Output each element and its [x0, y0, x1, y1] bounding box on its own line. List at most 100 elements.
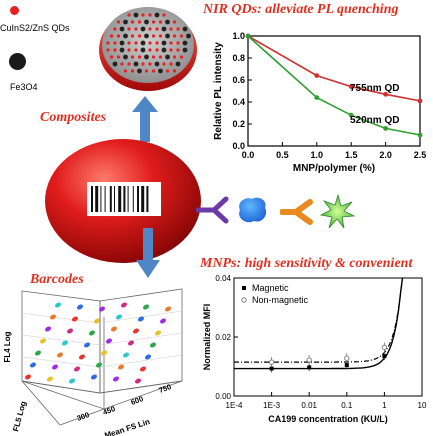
qd-dot: [137, 20, 142, 24]
qd-dot: [116, 20, 121, 24]
mfi-y-tick: 0.02: [215, 333, 231, 342]
mfi-point-non-magnetic: [344, 355, 350, 361]
barcode-icon: [87, 182, 161, 216]
cyto-cluster-dot: [106, 338, 112, 344]
fe3o4-dot: [158, 68, 163, 74]
pl-y-tick: 0.6: [232, 75, 245, 85]
qd-dot: [141, 62, 145, 66]
cyto-cluster-dot: [99, 306, 105, 312]
cyto-cluster-dot: [155, 330, 161, 336]
mfi-legend-nonmag-marker: [241, 297, 247, 303]
fe3o4-dot: [119, 47, 125, 53]
qd-dot: [116, 34, 121, 38]
fe3o4-dot: [165, 19, 170, 25]
cyto-cluster-dot: [74, 366, 80, 372]
qd-dot: [134, 27, 138, 31]
fe3o4-dot: [154, 12, 160, 18]
qd-dot: [151, 69, 156, 73]
cyto-cluster-dot: [69, 378, 75, 384]
legend-qd-dot: [10, 6, 19, 15]
qd-dot: [127, 62, 131, 66]
legend-fe-dot: [9, 53, 26, 70]
qd-dot: [169, 41, 173, 45]
qd-dot: [127, 48, 131, 52]
pl-data-point: [383, 91, 388, 97]
mfi-x-label: CA199 concentration (KU/L): [268, 414, 388, 424]
qd-dot: [127, 13, 131, 17]
pl-x-tick: 1.0: [311, 150, 324, 160]
pl-data-point: [417, 132, 423, 138]
mfi-point-magnetic: [269, 366, 274, 371]
cyto-cluster-dot: [116, 314, 122, 320]
qd-dot: [172, 69, 177, 73]
cyto-cluster-dot: [160, 318, 166, 324]
mfi-point-magnetic: [382, 354, 387, 359]
cyto-cluster-dot: [67, 328, 73, 334]
qd-dot: [158, 55, 163, 59]
fe3o4-dot: [137, 68, 142, 74]
fe3o4-dot: [144, 19, 149, 25]
pl-intensity-chart: 0.0 0.5 1.0 1.5 2.0 2.5 0.0 0.2 0.4 0.6 0.8 1.0 MNP/…: [213, 31, 427, 174]
cyto-cluster-dot: [89, 330, 95, 336]
cyto-cluster-dot: [62, 340, 68, 346]
cyto-cluster-dot: [123, 352, 129, 358]
qd-dot: [148, 41, 152, 45]
qd-dot: [120, 62, 124, 66]
qd-dot: [169, 62, 173, 66]
qd-dot: [116, 55, 121, 59]
cyto-x-tick: 450: [102, 404, 117, 417]
cyto-cluster-dot: [113, 376, 119, 382]
cyto-cluster-dot: [133, 328, 139, 334]
qd-dot: [134, 48, 138, 52]
cyto-cluster-dot: [118, 364, 124, 370]
cyto-cluster-dot: [50, 314, 56, 320]
pl-x-tick: 2.5: [414, 150, 427, 160]
antibody-y-icon: [196, 196, 229, 224]
mfi-point-non-magnetic: [381, 344, 388, 350]
mfi-fit-non-magnetic: [234, 278, 404, 363]
qd-dot: [137, 34, 142, 38]
cyto-cluster-dot: [55, 302, 61, 308]
qd-dot: [176, 41, 180, 45]
fe3o4-dot: [161, 26, 167, 32]
qd-dot: [127, 27, 131, 31]
cyto-cluster-dot: [135, 378, 141, 384]
cyto-cluster-dot: [25, 374, 31, 380]
cyto-cluster-dot: [138, 316, 144, 322]
mfi-x-tick: 1E-4: [226, 401, 243, 410]
cyto-cluster-dot: [128, 340, 134, 346]
cyto-cluster-dot: [101, 350, 107, 356]
cyto-y-label: FL4 Log: [3, 331, 12, 362]
mfi-point-non-magnetic: [306, 357, 312, 363]
flow-cytometry-3d-plot: FL4 Log FL5 Log 300 450 600 750 Mean FS Lin: [3, 288, 183, 436]
qd-dot: [134, 41, 138, 45]
arrow-up-icon: [132, 96, 158, 142]
qd-dot: [144, 69, 149, 73]
fe3o4-dot: [133, 12, 139, 18]
qd-dot: [106, 41, 110, 45]
fe3o4-dot: [144, 33, 149, 39]
cyto-cluster-dot: [52, 364, 58, 370]
pl-y-label: Relative PL intensity: [213, 42, 224, 140]
pl-series-label: 520nm QD: [350, 115, 399, 126]
pl-data-point: [348, 112, 354, 118]
pl-plot-frame: [247, 35, 421, 147]
mfi-x-tick: 0.01: [301, 401, 317, 410]
fe3o4-dot: [175, 61, 181, 67]
pl-y-tick: 0.2: [232, 119, 245, 129]
fluorescent-star-icon: [320, 194, 356, 229]
qd-dot: [158, 34, 163, 38]
qd-dot: [151, 55, 156, 59]
cyto-cluster-dot: [35, 350, 41, 356]
fe3o4-dot: [144, 54, 149, 60]
pl-x-tick: 0.5: [276, 150, 289, 160]
qd-dot: [130, 34, 135, 38]
mfi-x-tick: 1E-3: [263, 401, 280, 410]
cyto-cluster-dot: [94, 318, 100, 324]
qd-dot: [176, 48, 180, 52]
fe3o4-dot: [165, 33, 170, 39]
mfi-x-tick: 10: [418, 401, 427, 410]
fe3o4-dot: [140, 40, 146, 46]
qd-dot: [109, 34, 114, 38]
pl-data-point: [348, 84, 354, 89]
